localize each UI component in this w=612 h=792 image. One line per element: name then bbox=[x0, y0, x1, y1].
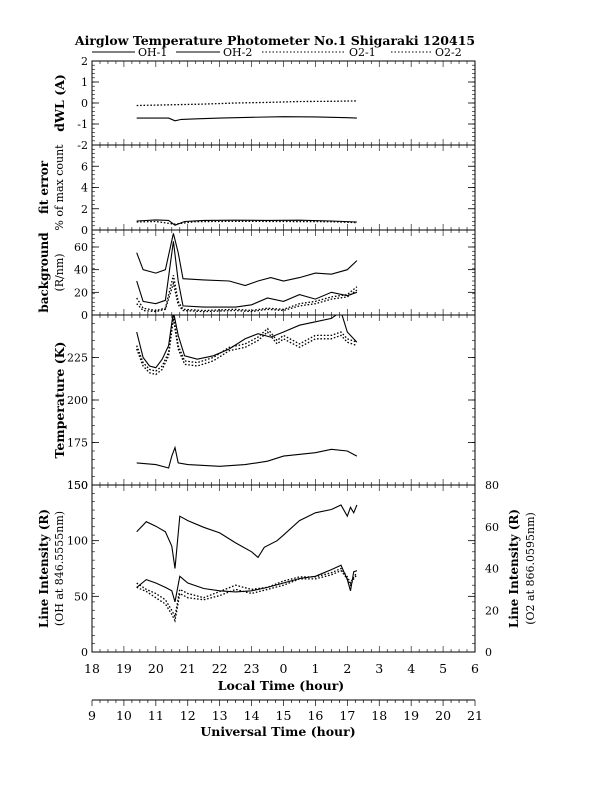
legend: OH-1 OH-2 O2-1 O2-2 bbox=[92, 46, 462, 59]
universal-time-tick-label: 20 bbox=[435, 708, 451, 723]
series-bg-o22 bbox=[136, 280, 358, 313]
y-tick-label-dwl: 0 bbox=[81, 97, 88, 110]
local-time-tick-label: 5 bbox=[439, 661, 447, 676]
universal-time-tick-label: 17 bbox=[339, 708, 355, 723]
plot-panels: -2 -1 0 1 2 dWL (A) 0 2 4 6 fit error% of max coun… bbox=[37, 55, 537, 659]
local-time-tick-label: 18 bbox=[84, 661, 100, 676]
y-tick-label-bg: 20 bbox=[74, 286, 88, 299]
y-tick-label-temp: 175 bbox=[67, 437, 88, 450]
series-int-oh2 bbox=[136, 564, 358, 603]
universal-time-tick-label: 15 bbox=[276, 708, 292, 723]
local-time-tick-label: 23 bbox=[244, 661, 260, 676]
universal-time-tick-label: 14 bbox=[244, 708, 260, 723]
series-int-oh1 bbox=[136, 504, 358, 569]
local-time-axis-label: Local Time (hour) bbox=[218, 678, 344, 693]
local-time-axis: 18 19 20 21 22 23 0 1 2 3 4 5 6 bbox=[84, 661, 479, 676]
universal-time-tick-label: 12 bbox=[180, 708, 196, 723]
y-axis-label-int: Line Intensity (R) bbox=[37, 509, 51, 628]
y-right-axis-label2: (O2 at 866.0595nm) bbox=[524, 512, 537, 625]
series-temp-o22 bbox=[136, 318, 358, 376]
y-tick-label-fit: 6 bbox=[81, 160, 88, 173]
figure-title: Airglow Temperature Photometer No.1 Shig… bbox=[74, 33, 475, 48]
series-temp-oh1 bbox=[136, 445, 358, 469]
y-axis-label-fit: fit error bbox=[37, 160, 51, 214]
legend-label-o21: O2-1 bbox=[349, 46, 376, 59]
y-tick-label-bg: 0 bbox=[81, 309, 88, 322]
y-axis-label-bg: background bbox=[37, 232, 51, 313]
y-tick-label-temp: 150 bbox=[67, 479, 88, 492]
local-time-tick-label: 2 bbox=[343, 661, 351, 676]
legend-label-oh1: OH-1 bbox=[138, 46, 167, 59]
series-fit-o21 bbox=[136, 220, 357, 225]
y-axis-label2-bg: (R/nm) bbox=[53, 253, 66, 291]
universal-time-tick-label: 9 bbox=[88, 708, 96, 723]
panel-frame-fit bbox=[91, 144, 476, 231]
panel-bg: 0 20 40 60 background (R/nm) bbox=[37, 229, 476, 322]
series-dwl-o21 bbox=[136, 100, 357, 107]
local-time-tick-label: 20 bbox=[148, 661, 164, 676]
local-time-tick-label: 1 bbox=[311, 661, 319, 676]
y-axis-label2-fit: % of max count bbox=[53, 144, 66, 231]
y-tick-label-int: 50 bbox=[74, 590, 88, 603]
local-time-tick-label: 19 bbox=[116, 661, 132, 676]
y-tick-label-fit: 2 bbox=[81, 203, 88, 216]
y-right-tick-label: 20 bbox=[485, 604, 499, 617]
y-tick-label-fit: 4 bbox=[81, 182, 88, 195]
series-dwl-oh1 bbox=[136, 116, 357, 122]
universal-time-tick-label: 18 bbox=[371, 708, 387, 723]
series-int-o22 bbox=[136, 569, 358, 623]
y-right-tick-label: 0 bbox=[485, 646, 492, 659]
y-axis-label-temp: Temperature (K) bbox=[52, 342, 67, 459]
y-right-axis-label: Line Intensity (R) bbox=[507, 509, 521, 628]
y-tick-label-dwl: 1 bbox=[81, 76, 88, 89]
universal-time-tick-label: 21 bbox=[467, 708, 483, 723]
y-tick-label-bg: 40 bbox=[74, 264, 88, 277]
local-time-tick-label: 4 bbox=[407, 661, 415, 676]
local-time-tick-label: 3 bbox=[375, 661, 383, 676]
y-right-tick-label: 80 bbox=[485, 479, 499, 492]
panel-frame-dwl bbox=[91, 60, 476, 146]
series-bg-oh2 bbox=[136, 241, 358, 308]
local-time-tick-label: 0 bbox=[280, 661, 288, 676]
legend-label-o22: O2-2 bbox=[435, 46, 462, 59]
y-tick-label-bg: 60 bbox=[74, 241, 88, 254]
universal-time-tick-label: 10 bbox=[116, 708, 132, 723]
y-tick-label-dwl: -2 bbox=[77, 139, 88, 152]
universal-time-tick-label: 19 bbox=[403, 708, 419, 723]
universal-time-axis: 9 10 11 12 13 14 15 16 17 18 19 20 21 bbox=[88, 699, 483, 723]
legend-label-oh2: OH-2 bbox=[223, 46, 252, 59]
y-tick-label-int: 150 bbox=[67, 479, 88, 492]
y-tick-label-dwl: 2 bbox=[81, 55, 88, 68]
series-bg-o21 bbox=[136, 275, 358, 312]
universal-time-tick-label: 16 bbox=[307, 708, 323, 723]
universal-time-tick-label: 13 bbox=[212, 708, 228, 723]
y-axis-label2-int: (OH at 846.5555nm) bbox=[53, 511, 66, 626]
panel-frame-temp bbox=[91, 314, 476, 486]
local-time-tick-label: 22 bbox=[212, 661, 228, 676]
panel-dwl: -2 -1 0 1 2 dWL (A) bbox=[52, 55, 476, 152]
series-temp-oh2 bbox=[136, 315, 358, 369]
y-tick-label-int: 100 bbox=[67, 535, 88, 548]
y-right-tick-label: 40 bbox=[485, 563, 499, 576]
panel-fit: 0 2 4 6 fit error% of max count bbox=[37, 144, 476, 237]
series-bg-oh1 bbox=[136, 233, 358, 287]
universal-time-tick-label: 11 bbox=[148, 708, 164, 723]
y-tick-label-temp: 225 bbox=[67, 352, 88, 365]
local-time-tick-label: 21 bbox=[180, 661, 196, 676]
y-tick-label-fit: 0 bbox=[81, 224, 88, 237]
y-tick-label-temp: 200 bbox=[67, 394, 88, 407]
y-tick-label-int: 0 bbox=[81, 646, 88, 659]
y-right-tick-label: 60 bbox=[485, 521, 499, 534]
panel-frame-int bbox=[91, 484, 476, 653]
series-temp-o21 bbox=[136, 315, 358, 372]
universal-time-axis-label: Universal Time (hour) bbox=[200, 724, 355, 739]
y-axis-label-dwl: dWL (A) bbox=[52, 74, 67, 131]
series-fit-oh1 bbox=[136, 219, 357, 226]
y-tick-label-dwl: -1 bbox=[77, 118, 88, 131]
local-time-tick-label: 6 bbox=[471, 661, 479, 676]
